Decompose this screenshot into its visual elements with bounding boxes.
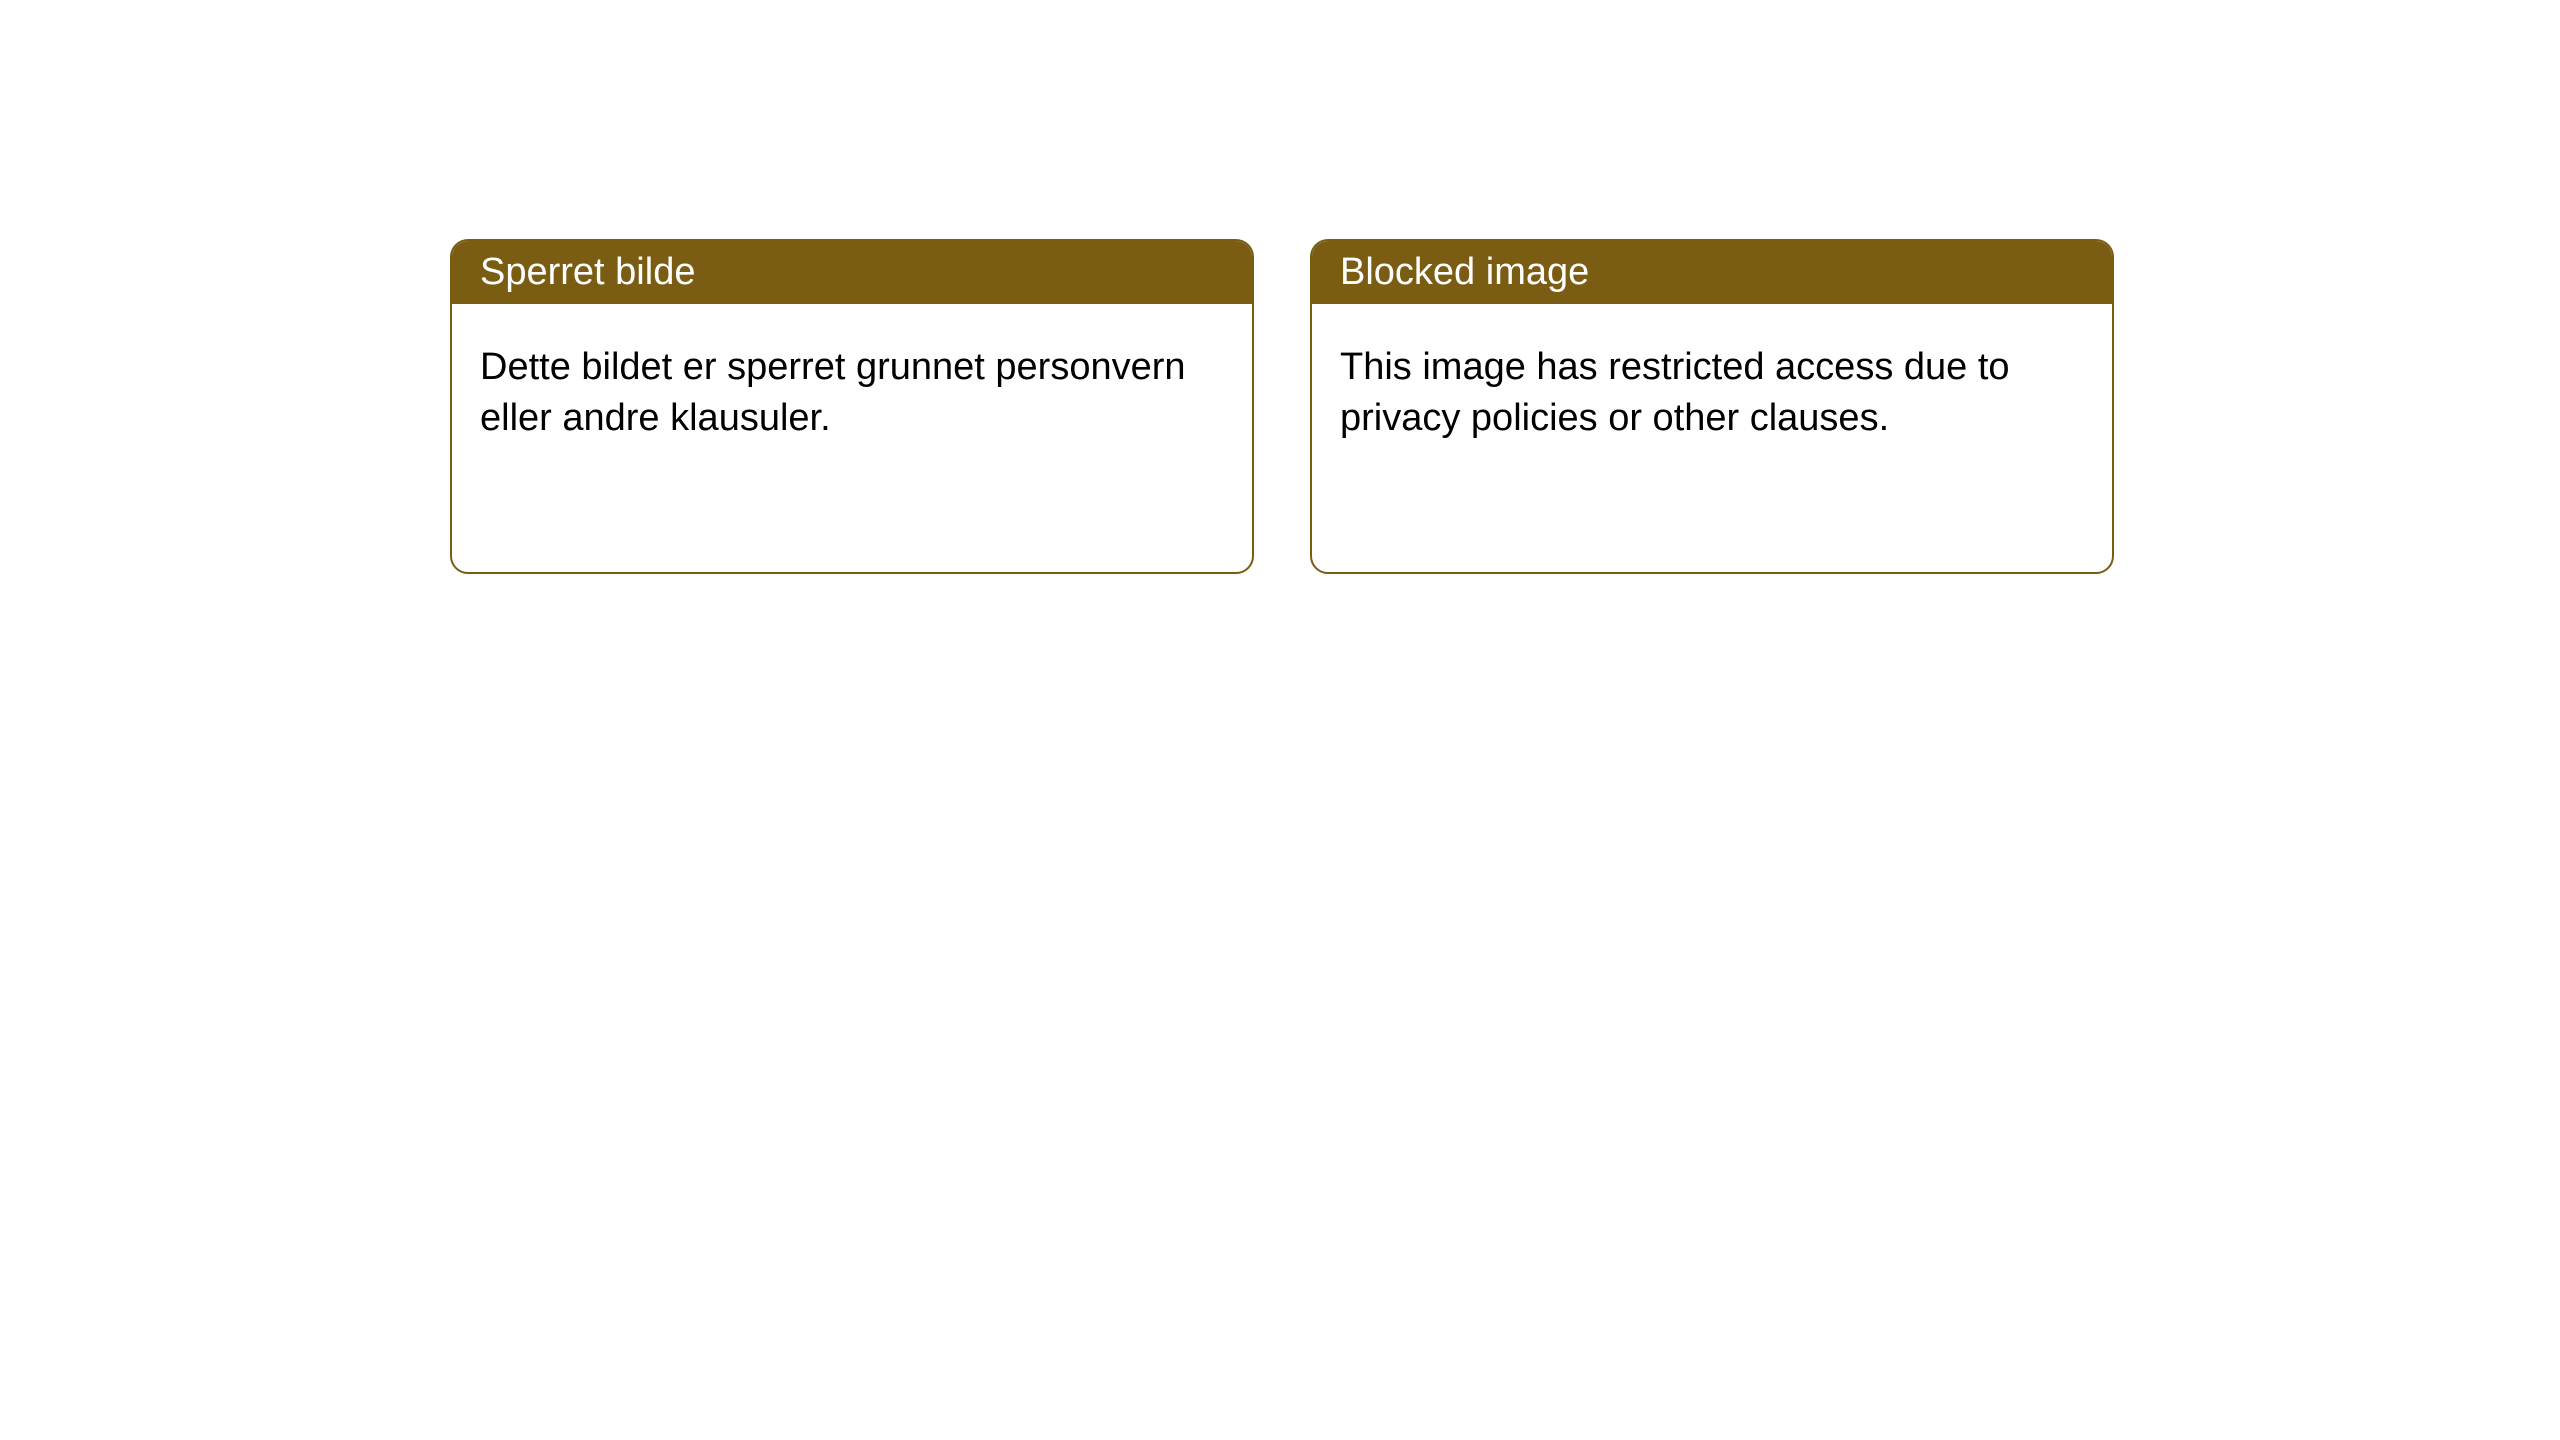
notice-header-norwegian: Sperret bilde: [452, 241, 1252, 304]
notice-container: Sperret bilde Dette bildet er sperret gr…: [0, 0, 2560, 574]
notice-body-norwegian: Dette bildet er sperret grunnet personve…: [452, 304, 1252, 483]
notice-card-norwegian: Sperret bilde Dette bildet er sperret gr…: [450, 239, 1254, 574]
notice-body-english: This image has restricted access due to …: [1312, 304, 2112, 483]
notice-card-english: Blocked image This image has restricted …: [1310, 239, 2114, 574]
notice-header-english: Blocked image: [1312, 241, 2112, 304]
